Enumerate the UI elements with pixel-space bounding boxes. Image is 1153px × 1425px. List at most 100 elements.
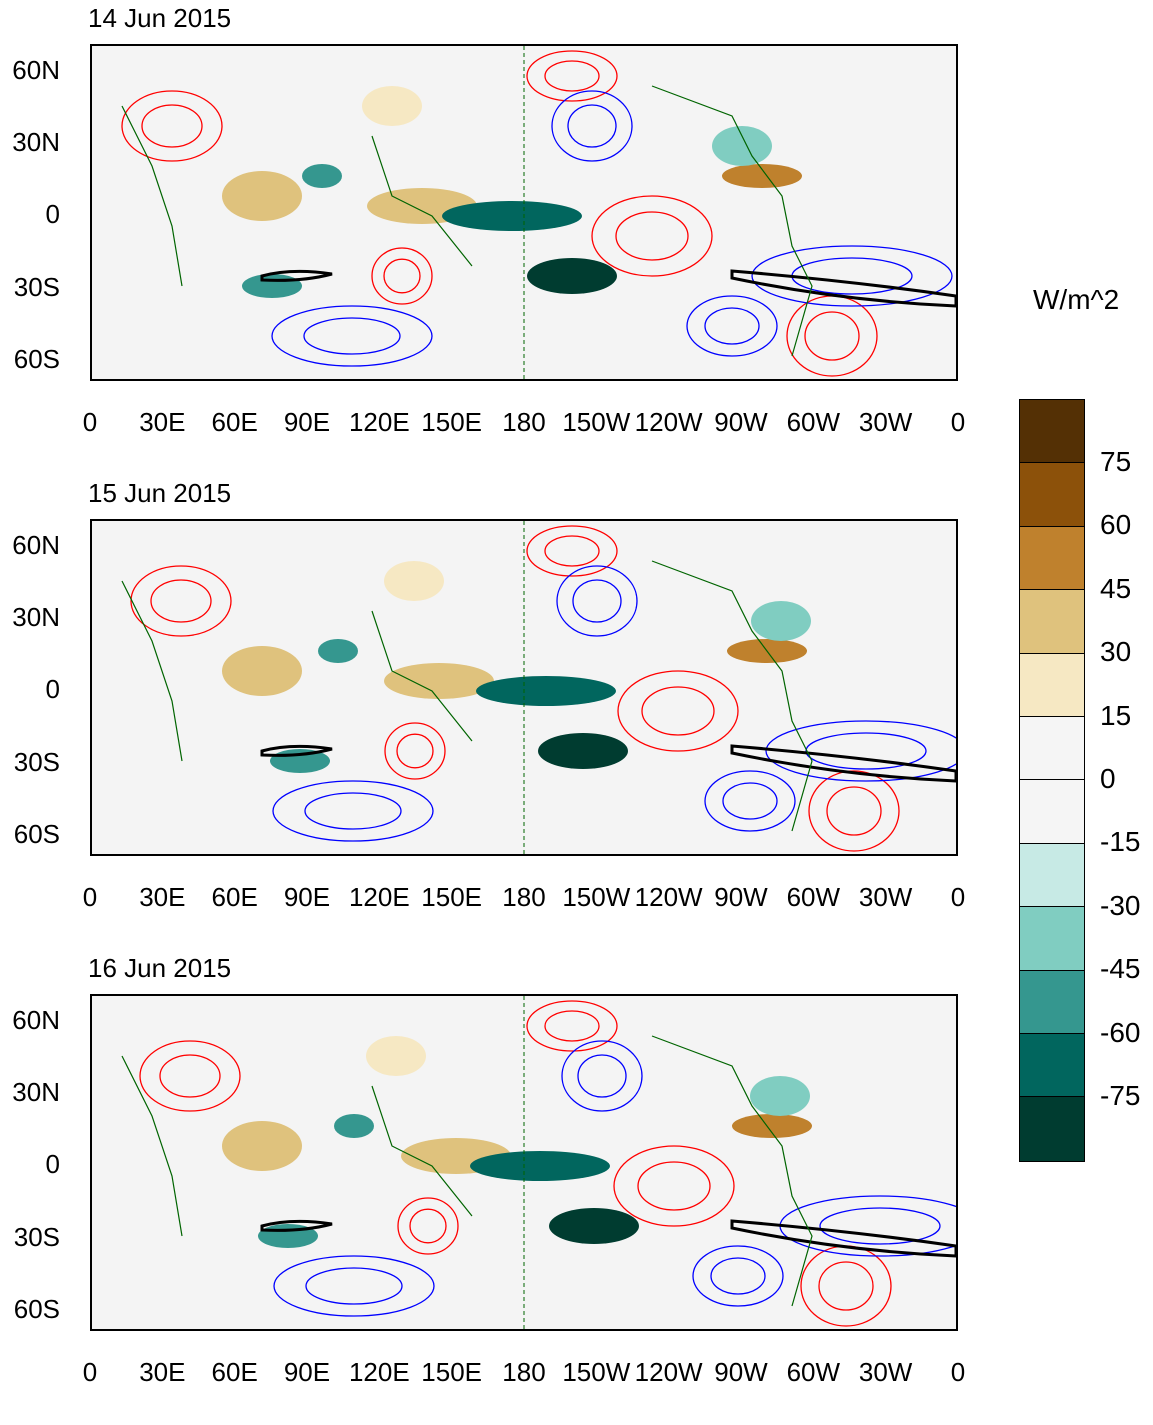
colorbar-label: -45 [1100,953,1141,985]
colorbar-label: -60 [1100,1016,1141,1048]
colorbar-label: -15 [1100,826,1141,858]
contour-line [556,565,638,637]
lon-tick-label: 120W [634,882,703,912]
contour-line [577,1054,627,1098]
contour-line [139,1040,241,1112]
anomaly-shading [751,601,811,641]
contour-line [826,786,882,836]
contour-line [561,1040,643,1112]
anomaly-shading [538,733,628,769]
lon-tick-label: 0 [82,407,98,437]
lon-tick-label: 120E [348,407,410,437]
contour-line [303,317,401,355]
anomaly-shading [318,639,358,663]
lat-tick-label: 30S [13,1222,60,1252]
lon-tick-label: 90W [714,407,768,437]
contour-line [805,732,927,770]
lon-tick-label: 150E [421,1357,483,1387]
lon-tick-label: 120E [348,1357,410,1387]
contour-line [704,307,760,345]
contour-line [819,1207,941,1245]
contour-line [710,1257,766,1295]
panel-title: 16 Jun 2015 [88,953,232,983]
contour-line [305,1267,403,1305]
lat-tick-label: 30N [12,127,60,157]
lon-tick-label: 30E [139,407,186,437]
lat-tick-label: 0 [45,1149,60,1179]
lon-tick-label: 0 [950,1357,966,1387]
lon-tick-label: 150W [562,1357,631,1387]
anomaly-shading [366,1036,426,1076]
map-plot [90,519,958,856]
coastline [121,85,813,357]
lon-tick-label: 60W [786,882,841,912]
anomaly-shading [384,561,444,601]
colorbar-swatch [1020,780,1084,844]
colorbar-swatch [1020,526,1084,591]
lat-tick-label: 30N [12,602,60,632]
contour-line [637,1161,711,1211]
contour-line [704,770,796,832]
contour-line [800,1245,892,1327]
anomaly-shading [362,86,422,126]
lon-tick-label: 60W [786,1357,841,1387]
anomaly-shading [222,171,302,221]
contour-line [304,792,402,830]
contour-line [409,1208,447,1244]
lat-tick-label: 60S [13,1294,60,1324]
lon-tick-label: 30W [858,407,913,437]
colorbar-label: -75 [1100,1080,1141,1111]
lon-tick-label: 60W [786,407,841,437]
colorbar-swatch [1020,1097,1084,1161]
anomaly-shading [732,1114,812,1138]
lon-tick-label: 30W [858,882,913,912]
contour-line [686,295,778,357]
lon-tick-label: 60E [211,882,258,912]
anomaly-shading [470,1151,610,1181]
lon-tick-label: 90E [283,407,331,437]
contour-line [804,311,860,361]
map-panel: 14 Jun 2015 60N 30N 0 30S 60S 0 30E 60E 90E 120E 15… [0,0,1000,475]
contour-line [544,60,600,92]
contour-line [271,305,433,367]
contour-line [551,90,633,162]
lon-tick-label: 30E [139,882,186,912]
contour-line [544,1010,600,1042]
lon-tick-label: 150E [421,407,483,437]
contour-line [371,247,433,305]
lon-tick-label: 30W [858,1357,913,1387]
lon-tick-label: 90W [714,1357,768,1387]
contour-line [808,770,900,852]
colorbar-swatch [1020,1033,1084,1098]
lat-tick-label: 60N [12,530,60,560]
colorbar-swatch [1020,653,1084,717]
map-plot [90,994,958,1331]
panel-title: 15 Jun 2015 [88,478,232,508]
lon-tick-label: 0 [82,882,98,912]
contour-line [130,565,232,637]
anomaly-shading [750,1076,810,1116]
contour-line [526,525,618,577]
lat-tick-label: 60S [13,344,60,374]
colorbar-label: 45 [1100,572,1132,604]
colorbar-label: -30 [1100,889,1141,921]
colorbar-swatch [1020,907,1084,971]
jet-contour [260,744,956,783]
colorbar-label: 75 [1100,446,1132,477]
lon-tick-label: 180 [502,1357,546,1387]
contour-line [273,1255,435,1317]
contour-line [396,733,434,769]
anomaly-shading [222,646,302,696]
lon-tick-label: 120W [634,407,703,437]
colorbar-label: 30 [1100,636,1132,668]
contour-line [567,104,617,148]
contour-line [613,1145,735,1227]
contour-line [121,90,223,162]
lat-tick-label: 60S [13,819,60,849]
contour-line [617,670,739,752]
lat-tick-label: 60N [12,55,60,85]
map-plot [90,44,958,381]
anomaly-shading [722,164,802,188]
contour-line [641,686,715,736]
lon-tick-label: 120W [634,1357,703,1387]
